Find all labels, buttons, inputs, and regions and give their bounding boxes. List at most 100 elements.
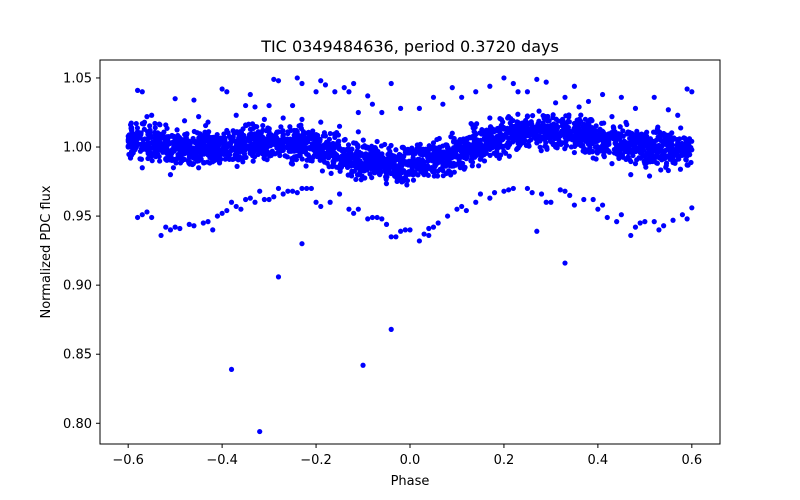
data-point <box>575 136 581 142</box>
data-point <box>318 78 324 84</box>
data-point <box>599 91 606 98</box>
data-point <box>481 158 488 164</box>
data-point <box>656 227 662 233</box>
data-point <box>149 145 155 151</box>
data-point <box>553 116 559 122</box>
data-point <box>665 107 671 113</box>
data-point <box>266 102 272 109</box>
data-point <box>294 190 300 196</box>
data-point <box>576 116 582 122</box>
data-point <box>665 144 671 150</box>
data-point <box>233 112 239 118</box>
data-point <box>540 120 546 126</box>
data-point <box>459 203 465 210</box>
data-point <box>254 146 260 152</box>
data-point <box>374 148 380 155</box>
data-point <box>367 151 373 157</box>
data-point <box>168 140 174 146</box>
data-point <box>191 97 197 103</box>
data-point <box>659 157 665 163</box>
data-point <box>548 199 554 205</box>
data-point <box>228 366 235 373</box>
data-point <box>344 147 350 153</box>
data-point <box>611 126 617 132</box>
data-point <box>430 153 436 159</box>
data-point <box>346 206 352 212</box>
data-point <box>133 120 139 127</box>
data-point <box>247 91 253 98</box>
data-point <box>543 199 549 205</box>
data-point <box>414 142 420 148</box>
data-point <box>505 144 511 150</box>
data-point <box>177 160 184 166</box>
data-point <box>177 225 183 232</box>
data-point <box>438 154 445 160</box>
data-point <box>345 142 352 148</box>
data-point <box>383 221 390 227</box>
data-point <box>656 134 662 140</box>
data-point <box>289 188 296 194</box>
data-point <box>677 147 683 153</box>
data-point <box>149 112 155 118</box>
data-point <box>388 170 394 176</box>
data-point <box>234 163 240 169</box>
data-point <box>477 191 484 197</box>
data-point <box>669 130 675 136</box>
data-point <box>379 109 385 116</box>
data-point <box>487 195 493 201</box>
data-point <box>565 130 571 136</box>
data-point <box>415 158 421 165</box>
data-point <box>671 148 678 154</box>
data-point <box>474 152 480 158</box>
data-point <box>578 112 584 118</box>
data-point <box>294 75 300 81</box>
data-point <box>536 108 542 114</box>
data-point <box>595 206 601 212</box>
data-point <box>308 185 314 192</box>
data-point <box>646 173 653 179</box>
data-point <box>335 132 342 138</box>
data-point <box>382 141 388 148</box>
data-point <box>132 147 138 153</box>
data-point <box>648 147 654 153</box>
data-point <box>398 105 404 111</box>
data-point <box>266 133 272 139</box>
data-point <box>132 142 138 149</box>
data-point <box>471 147 478 153</box>
data-point <box>246 121 252 127</box>
data-point <box>634 128 640 134</box>
data-point <box>199 141 205 147</box>
data-point <box>581 196 587 203</box>
data-point <box>473 199 479 205</box>
data-point <box>299 116 305 122</box>
data-point <box>188 153 194 159</box>
data-point <box>275 78 282 84</box>
data-point <box>417 164 423 170</box>
data-point <box>126 132 132 138</box>
data-point <box>383 181 390 187</box>
data-point <box>191 128 197 135</box>
data-point <box>418 168 424 175</box>
data-point <box>689 205 695 211</box>
data-point <box>196 158 202 164</box>
data-point <box>139 89 145 95</box>
data-point <box>659 137 665 144</box>
data-point <box>515 119 522 126</box>
data-point <box>661 223 667 229</box>
data-point <box>169 133 175 139</box>
data-point <box>288 160 294 166</box>
data-point <box>609 114 615 120</box>
data-point <box>545 129 552 135</box>
data-point <box>133 138 140 144</box>
data-point <box>658 167 664 173</box>
data-point <box>328 170 334 177</box>
data-point <box>336 191 343 197</box>
data-point <box>201 160 207 166</box>
data-point <box>250 158 256 164</box>
data-point <box>516 132 522 138</box>
data-point <box>642 219 648 225</box>
data-point <box>523 132 529 138</box>
data-point <box>500 119 506 125</box>
data-point <box>204 133 210 139</box>
y-tick-label: 0.95 <box>63 210 92 225</box>
